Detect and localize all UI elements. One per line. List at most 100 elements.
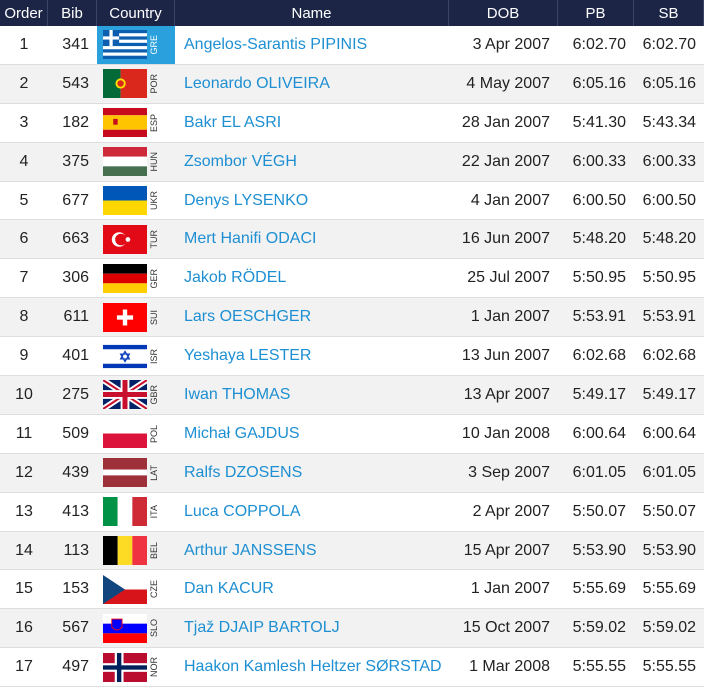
athlete-name[interactable]: Leonardo OLIVEIRA <box>175 64 449 104</box>
flag <box>103 458 147 488</box>
flag <box>103 652 147 682</box>
sb-cell: 5:53.91 <box>634 298 704 338</box>
country-cell: NOR <box>97 648 175 687</box>
flag <box>103 108 147 138</box>
bib-cell: 182 <box>48 104 97 143</box>
bib-cell: 341 <box>48 26 97 65</box>
country-cell: ISR <box>97 337 175 377</box>
athlete-name[interactable]: Yeshaya LESTER <box>175 337 449 377</box>
flag <box>103 341 147 371</box>
dob-cell: 3 Apr 2007 <box>449 26 558 65</box>
bib-cell: 509 <box>48 415 97 454</box>
athlete-name[interactable]: Arthur JANSSENS <box>175 531 449 571</box>
pb-cell: 5:53.91 <box>558 298 634 338</box>
dob-cell: 15 Oct 2007 <box>449 609 558 649</box>
dob-cell: 3 Sep 2007 <box>449 453 558 493</box>
athlete-name[interactable]: Haakon Kamlesh Heltzer SØRSTAD <box>175 648 449 687</box>
country-cell: GBR <box>97 376 175 415</box>
dob-cell: 22 Jan 2007 <box>449 142 558 182</box>
athlete-name[interactable]: Jakob RÖDEL <box>175 259 449 299</box>
country-cell: POL <box>97 415 175 454</box>
sb-cell: 6:02.70 <box>634 26 704 65</box>
pb-cell: 5:53.90 <box>558 531 634 571</box>
sb-cell: 5:50.07 <box>634 493 704 532</box>
pb-cell: 6:01.05 <box>558 453 634 493</box>
order-cell: 1 <box>0 26 48 65</box>
country-cell: BEL <box>97 531 175 571</box>
athlete-name[interactable]: Mert Hanifi ODACI <box>175 220 449 260</box>
country-code: SLO <box>149 619 159 638</box>
column-header: SB <box>634 0 704 26</box>
athlete-name[interactable]: Bakr EL ASRI <box>175 104 449 143</box>
bib-cell: 677 <box>48 182 97 221</box>
pb-cell: 6:02.68 <box>558 337 634 377</box>
order-cell: 10 <box>0 376 48 415</box>
athlete-name[interactable]: Angelos-Sarantis PIPINIS <box>175 26 449 65</box>
athlete-name[interactable]: Luca COPPOLA <box>175 493 449 532</box>
country-cell: POR <box>97 64 175 104</box>
flag <box>103 613 147 643</box>
pb-cell: 6:00.50 <box>558 182 634 221</box>
sb-cell: 5:55.55 <box>634 648 704 687</box>
country-cell: UKR <box>97 182 175 221</box>
pb-cell: 5:48.20 <box>558 220 634 260</box>
flag <box>103 186 147 215</box>
athlete-name[interactable]: Lars OESCHGER <box>175 298 449 338</box>
country-code: GER <box>149 268 159 289</box>
country-code: GBR <box>149 385 159 405</box>
country-code: UKR <box>149 191 159 211</box>
dob-cell: 1 Mar 2008 <box>449 648 558 687</box>
sb-cell: 6:02.68 <box>634 337 704 377</box>
bib-cell: 153 <box>48 570 97 610</box>
pb-cell: 5:55.69 <box>558 570 634 610</box>
order-cell: 9 <box>0 337 48 377</box>
bib-cell: 439 <box>48 453 97 493</box>
athlete-name[interactable]: Denys LYSENKO <box>175 182 449 221</box>
athlete-name[interactable]: Zsombor VÉGH <box>175 142 449 182</box>
athlete-name[interactable]: Tjaž DJAIP BARTOLJ <box>175 609 449 649</box>
country-cell: LAT <box>97 453 175 493</box>
order-cell: 8 <box>0 298 48 338</box>
athlete-name[interactable]: Michał GAJDUS <box>175 415 449 454</box>
sb-cell: 6:05.16 <box>634 64 704 104</box>
sb-cell: 5:50.95 <box>634 259 704 299</box>
column-header: DOB <box>449 0 558 26</box>
flag <box>103 380 147 410</box>
pb-cell: 5:50.07 <box>558 493 634 532</box>
bib-cell: 306 <box>48 259 97 299</box>
country-code: ISR <box>149 348 159 364</box>
flag <box>103 30 147 60</box>
bib-cell: 567 <box>48 609 97 649</box>
dob-cell: 25 Jul 2007 <box>449 259 558 299</box>
sb-cell: 5:59.02 <box>634 609 704 649</box>
sb-cell: 6:00.33 <box>634 142 704 182</box>
order-cell: 6 <box>0 220 48 260</box>
country-code: NOR <box>149 657 159 678</box>
country-code: POR <box>149 74 159 94</box>
country-code: CZE <box>149 580 159 599</box>
pb-cell: 6:00.33 <box>558 142 634 182</box>
flag <box>103 536 147 566</box>
sb-cell: 5:55.69 <box>634 570 704 610</box>
sb-cell: 6:00.50 <box>634 182 704 221</box>
athlete-name[interactable]: Dan KACUR <box>175 570 449 610</box>
country-cell: SLO <box>97 609 175 649</box>
bib-cell: 401 <box>48 337 97 377</box>
country-cell: SUI <box>97 298 175 338</box>
sb-cell: 6:00.64 <box>634 415 704 454</box>
country-cell: TUR <box>97 220 175 260</box>
dob-cell: 2 Apr 2007 <box>449 493 558 532</box>
athlete-name[interactable]: Iwan THOMAS <box>175 376 449 415</box>
bib-cell: 611 <box>48 298 97 338</box>
dob-cell: 16 Jun 2007 <box>449 220 558 260</box>
pb-cell: 5:49.17 <box>558 376 634 415</box>
dob-cell: 13 Jun 2007 <box>449 337 558 377</box>
athlete-name[interactable]: Ralfs DZOSENS <box>175 453 449 493</box>
dob-cell: 1 Jan 2007 <box>449 298 558 338</box>
dob-cell: 10 Jan 2008 <box>449 415 558 454</box>
order-cell: 3 <box>0 104 48 143</box>
country-code: HUN <box>149 151 159 172</box>
country-cell: HUN <box>97 142 175 182</box>
order-cell: 12 <box>0 453 48 493</box>
